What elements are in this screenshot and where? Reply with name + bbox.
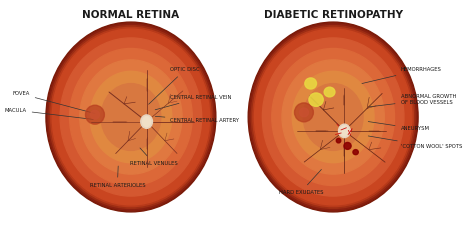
Ellipse shape [250,24,417,210]
Ellipse shape [303,84,363,150]
Ellipse shape [248,22,418,212]
Ellipse shape [344,143,351,149]
Text: NORMAL RETINA: NORMAL RETINA [82,10,180,20]
Ellipse shape [251,26,415,208]
Ellipse shape [309,93,323,106]
Text: OPTIC DISC: OPTIC DISC [149,67,200,104]
Ellipse shape [70,48,192,186]
Text: HEMORRHAGES: HEMORRHAGES [362,67,441,84]
Ellipse shape [141,115,153,128]
Ellipse shape [292,71,374,163]
Ellipse shape [47,24,214,210]
Ellipse shape [353,150,358,155]
Ellipse shape [90,71,172,163]
Text: DIABETIC RETINOPATHY: DIABETIC RETINOPATHY [264,10,402,20]
Ellipse shape [85,105,104,124]
Text: FOVEA: FOVEA [12,91,95,113]
Text: CENTRAL RETINAL ARTERY: CENTRAL RETINAL ARTERY [155,116,239,123]
Text: ANEURYSM: ANEURYSM [368,122,429,131]
Ellipse shape [255,29,412,205]
Ellipse shape [282,60,384,174]
Ellipse shape [60,38,202,196]
Ellipse shape [272,48,394,186]
Ellipse shape [300,108,309,117]
Text: MACULA: MACULA [5,108,93,119]
Ellipse shape [101,84,161,150]
Ellipse shape [338,124,350,138]
Text: HARD EXUDATES: HARD EXUDATES [279,169,323,195]
Text: RETINAL VENULES: RETINAL VENULES [130,148,178,166]
Text: ABNORMAL GROWTH
OF BLOOD VESSELS: ABNORMAL GROWTH OF BLOOD VESSELS [368,94,456,107]
Ellipse shape [80,60,182,174]
Ellipse shape [52,29,210,205]
Ellipse shape [46,22,216,212]
Ellipse shape [253,27,413,207]
Text: RETINAL ARTERIOLES: RETINAL ARTERIOLES [90,166,145,188]
Ellipse shape [340,126,348,136]
Ellipse shape [49,26,213,208]
Text: 'COTTON WOOL' SPOTS: 'COTTON WOOL' SPOTS [368,136,462,149]
Ellipse shape [263,38,404,196]
Ellipse shape [294,103,313,122]
Text: CENTRAL RETINAL VEIN: CENTRAL RETINAL VEIN [155,95,232,110]
Ellipse shape [91,110,100,119]
Ellipse shape [143,117,151,127]
Ellipse shape [305,78,317,89]
Ellipse shape [336,138,341,143]
Ellipse shape [324,87,335,97]
Ellipse shape [51,27,211,207]
